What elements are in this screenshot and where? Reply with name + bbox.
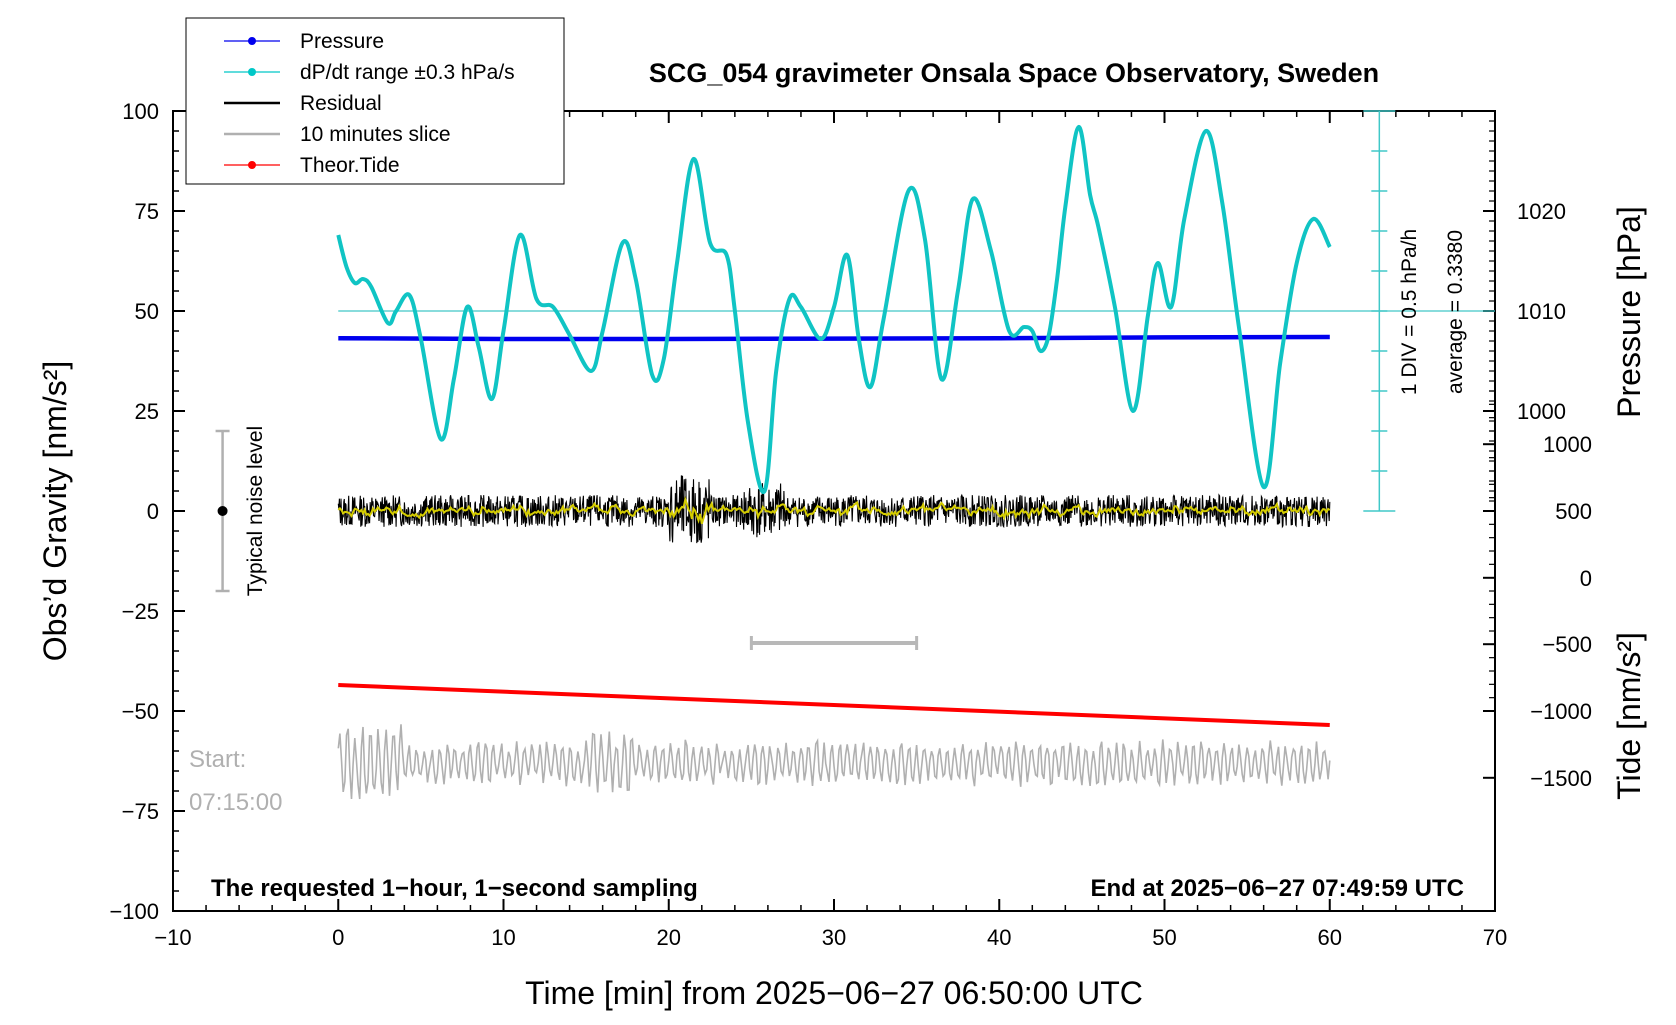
y-axis-ticks: 100 75 50 25 0 −25 −50 −75 −100 [109, 99, 185, 924]
legend-swatch-dot [248, 37, 256, 45]
tide-tick-label: 500 [1555, 499, 1592, 524]
pressure-tick-label: 1010 [1517, 299, 1566, 324]
tide-line [338, 683, 1330, 727]
x-tick-label: 50 [1152, 925, 1176, 950]
pressure-rate-curve [336, 124, 1332, 495]
start-label: Start: [189, 746, 246, 773]
pressure-rate-scale-bar [338, 110, 1495, 512]
x-tick-label: 30 [822, 925, 846, 950]
tide-tick-label: 0 [1580, 566, 1592, 591]
tide-tick-label: −1500 [1530, 766, 1592, 791]
pressure-axis-ticks: 1000 1010 1020 [1483, 110, 1566, 512]
x-axis-ticks: −10 0 10 20 30 40 50 60 70 [154, 111, 1507, 950]
x-tick-label: 40 [987, 925, 1011, 950]
x-tick-label: 60 [1318, 925, 1342, 950]
pressure-tick-label: 1020 [1517, 199, 1566, 224]
legend-label: Pressure [300, 30, 384, 53]
residual-smoothed-trace [337, 495, 1331, 525]
noise-level-label: Typical noise level [244, 426, 267, 596]
sampling-note: The requested 1−hour, 1−second sampling [211, 875, 698, 902]
x-tick-label: −10 [154, 925, 191, 950]
start-time: 07:15:00 [189, 789, 282, 816]
y-tick-label: 25 [135, 399, 159, 424]
scale-div-label: 1 DIV = 0.5 hPa/h [1398, 229, 1421, 395]
y-tick-label: −100 [109, 899, 159, 924]
x-axis-title: Time [min] from 2025−06−27 06:50:00 UTC [525, 975, 1143, 1011]
y-axis-title-tide: Tide [nm/s²] [1611, 632, 1647, 800]
y-axis-title-left: Obs’d Gravity [nm/s²] [37, 361, 73, 662]
x-tick-label: 20 [657, 925, 681, 950]
y-tick-label: 75 [135, 199, 159, 224]
scale-average-label: average = 0.3380 [1444, 230, 1467, 394]
legend-label: dP/dt range ±0.3 hPa/s [300, 61, 515, 84]
x-tick-label: 10 [491, 925, 515, 950]
tide-tick-label: 1000 [1543, 432, 1592, 457]
legend-label: Residual [300, 92, 382, 115]
chart-title: SCG_054 gravimeter Onsala Space Observat… [649, 58, 1379, 88]
end-time-note: End at 2025−06−27 07:49:59 UTC [1090, 875, 1464, 902]
legend-label: Theor.Tide [300, 154, 400, 177]
tide-axis-ticks: 1000 500 0 −500 −1000 −1500 [1483, 390, 1592, 791]
y-tick-label: −50 [122, 699, 159, 724]
tide-tick-label: −500 [1542, 632, 1592, 657]
legend-swatch-dot [248, 68, 256, 76]
x-tick-label: 0 [332, 925, 344, 950]
y-axis-title-pressure: Pressure [hPa] [1611, 206, 1647, 418]
y-tick-label: −25 [122, 599, 159, 624]
tide-tick-label: −1000 [1530, 699, 1592, 724]
y-tick-label: 50 [135, 299, 159, 324]
noise-center-dot [217, 506, 228, 516]
legend-label: 10 minutes slice [300, 123, 451, 146]
legend-swatch-dot [248, 161, 256, 169]
series-layer [336, 124, 1332, 800]
y-tick-label: −75 [122, 799, 159, 824]
y-tick-label: 0 [147, 499, 159, 524]
legend: Pressure dP/dt range ±0.3 hPa/s Residual 10… [185, 17, 565, 185]
x-tick-label: 70 [1483, 925, 1507, 950]
y-tick-label: 100 [122, 99, 159, 124]
legend-box [185, 17, 565, 185]
slice-trace [337, 724, 1331, 800]
noise-level-indicator [215, 429, 230, 593]
pressure-line [338, 334, 1330, 342]
pressure-tick-label: 1000 [1517, 399, 1566, 424]
residual-trace [337, 475, 1331, 544]
